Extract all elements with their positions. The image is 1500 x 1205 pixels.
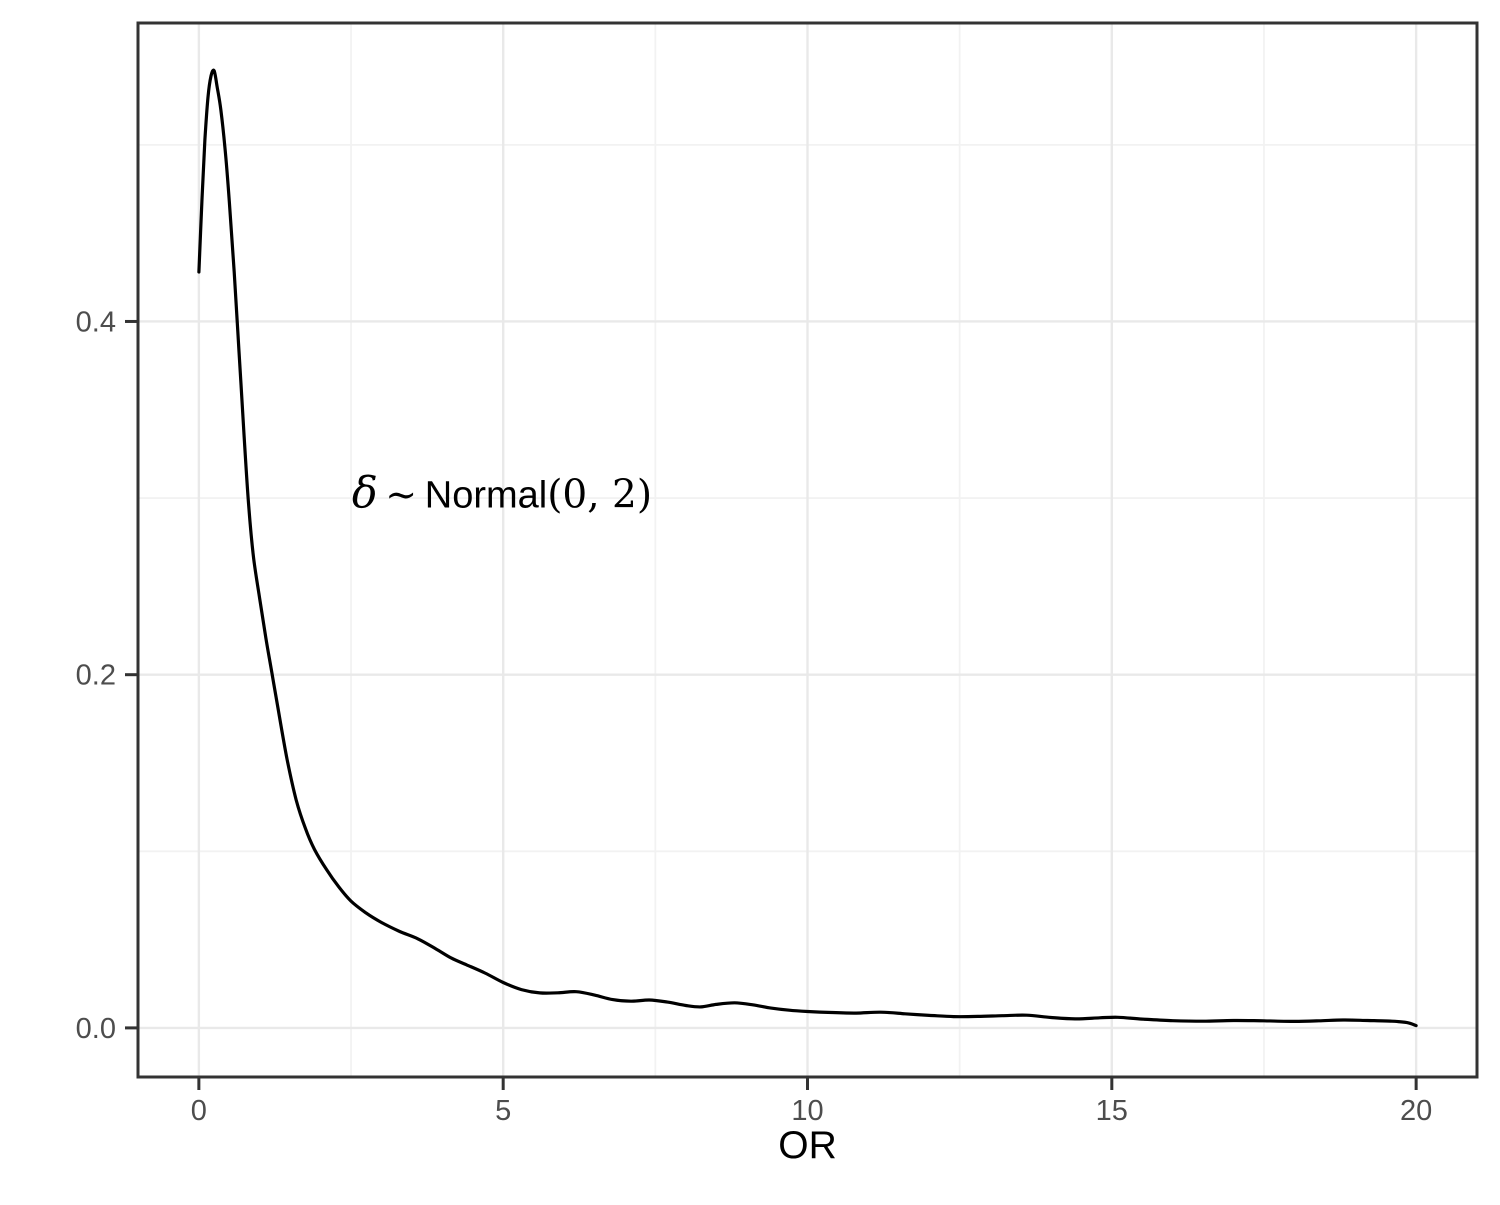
annotation-part-ann-delta: δ — [352, 469, 378, 519]
y-tick-label: 0.0 — [76, 1013, 116, 1045]
y-tick-label: 0.4 — [76, 306, 116, 338]
x-tick-label: 20 — [1400, 1095, 1432, 1127]
gridlines-major — [138, 23, 1477, 1077]
axis-ticks — [125, 319, 1418, 1090]
annotation-distribution: δ ∼ Normal(0, 2) — [352, 469, 652, 519]
density-curve-group — [197, 68, 1418, 1028]
annotation-part-ann-dist: Normal — [425, 475, 547, 517]
axis-tick-labels: 0 5 10 15 20 0.0 0.2 0.4 — [76, 306, 1433, 1127]
x-tick-label: 0 — [191, 1095, 207, 1127]
x-tick-label: 5 — [495, 1095, 511, 1127]
density-curve — [197, 68, 1418, 1028]
x-tick-label: 10 — [791, 1095, 823, 1127]
x-axis-title: OR — [778, 1124, 837, 1167]
annotation-part-ann-params: (0, 2) — [547, 473, 652, 518]
y-tick-label: 0.2 — [76, 660, 116, 692]
x-tick-label: 15 — [1096, 1095, 1128, 1127]
annotation-part-ann-rel: ∼ — [378, 473, 425, 517]
